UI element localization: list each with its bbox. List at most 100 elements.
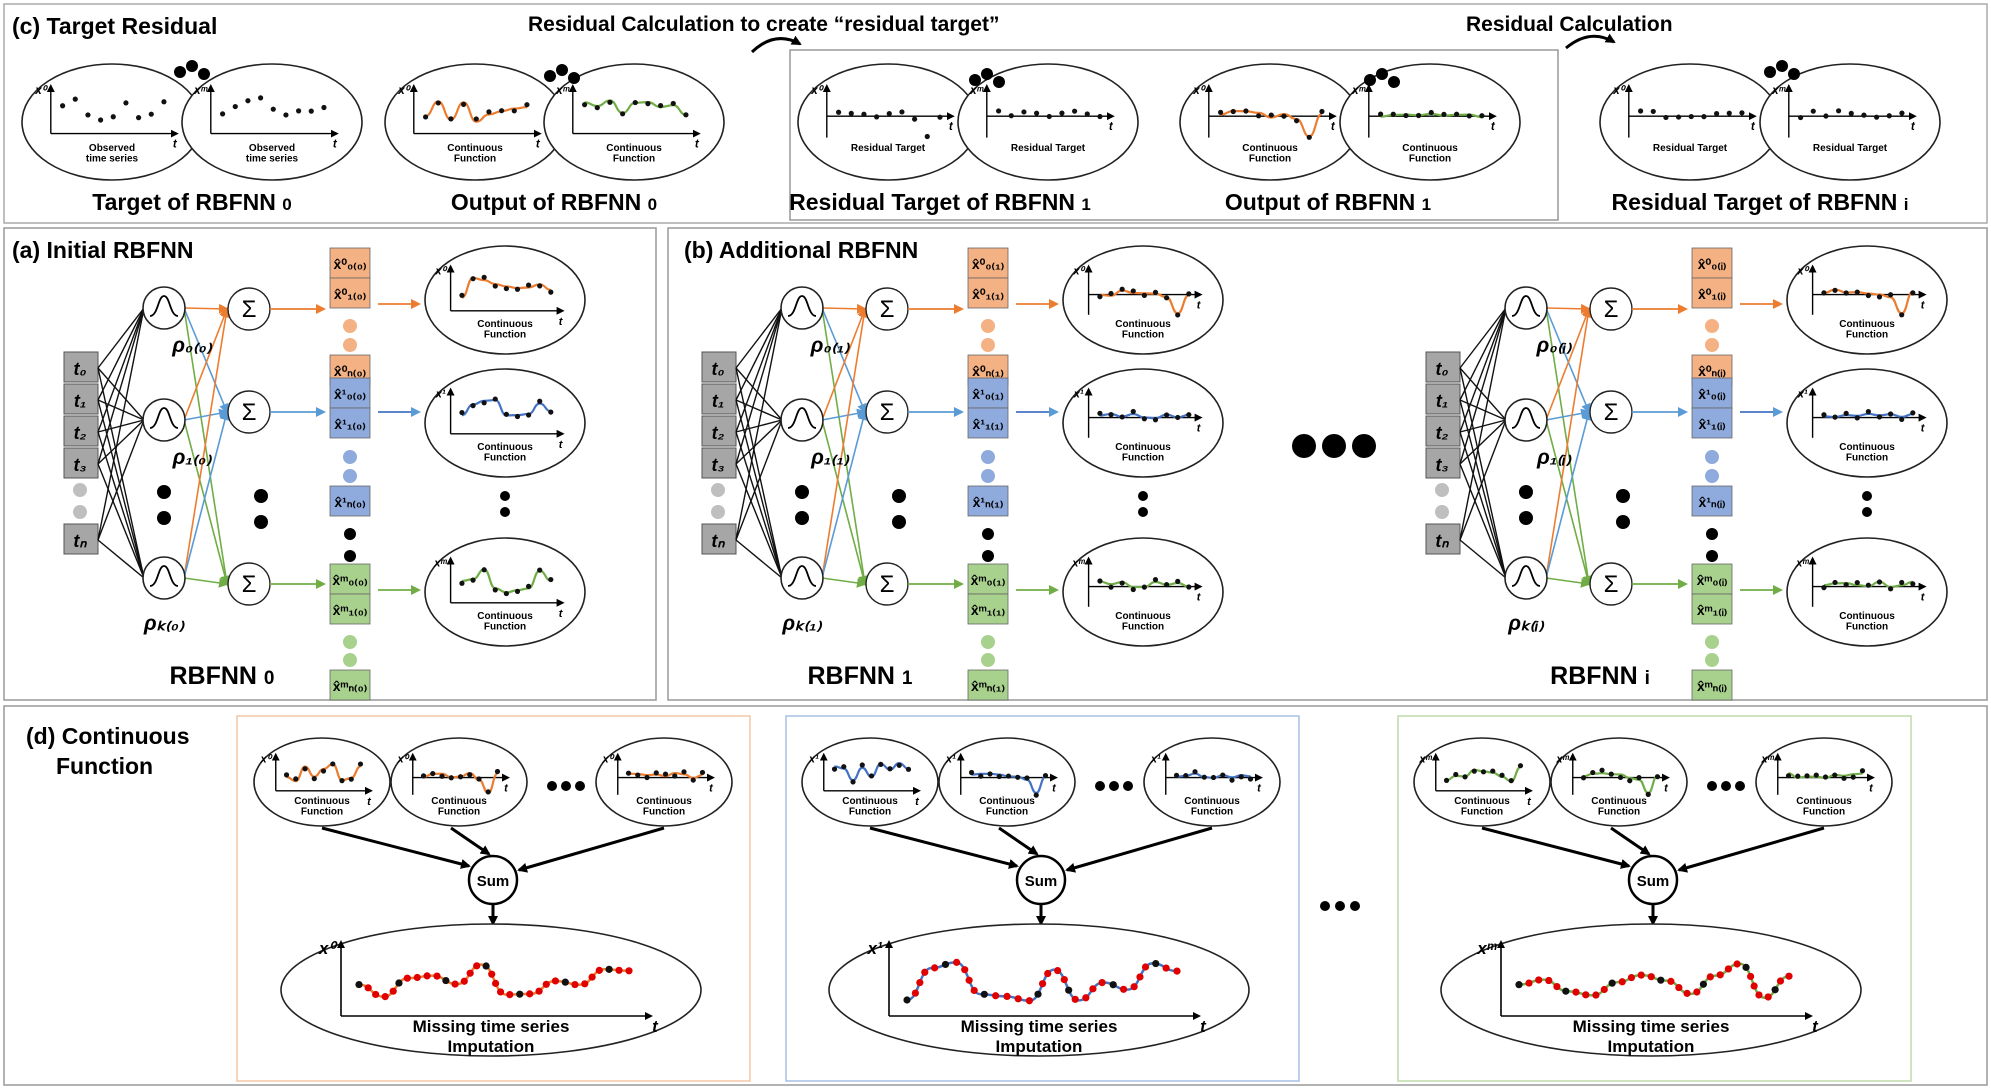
t-label: t bbox=[1812, 1017, 1819, 1036]
imputed-point bbox=[581, 980, 589, 988]
data-point bbox=[1210, 774, 1217, 781]
data-point bbox=[1638, 108, 1644, 114]
data-point bbox=[148, 111, 154, 117]
data-point bbox=[1654, 774, 1661, 780]
ellipsis-dot bbox=[547, 781, 557, 791]
t-label: t bbox=[695, 138, 700, 151]
ellipsis-dot bbox=[1335, 901, 1345, 911]
y-axis-label: xᵐ bbox=[433, 558, 447, 570]
data-point bbox=[98, 117, 104, 123]
input-edge bbox=[1459, 307, 1507, 401]
imputed-point bbox=[413, 973, 421, 982]
plot-caption: Continuous Function bbox=[1184, 796, 1240, 818]
data-point bbox=[1843, 582, 1849, 588]
ellipsis-dot bbox=[344, 550, 356, 562]
hidden-edge bbox=[821, 577, 867, 588]
imputed-point bbox=[1034, 990, 1042, 998]
imputed-point bbox=[605, 965, 613, 973]
t-label: t bbox=[949, 120, 954, 133]
y-axis-label: xᵐ bbox=[1351, 84, 1365, 97]
y-axis-label: xᵐ bbox=[1418, 754, 1432, 766]
data-point bbox=[1848, 110, 1854, 116]
data-point bbox=[968, 769, 975, 776]
t-label: t bbox=[1921, 300, 1926, 312]
data-point bbox=[1813, 772, 1819, 778]
y-axis-label: xᵐ bbox=[1476, 939, 1497, 958]
data-point bbox=[1243, 108, 1249, 114]
imputation-label-2: Imputation bbox=[448, 1037, 535, 1056]
panel-b-frame bbox=[667, 227, 1988, 701]
data-point bbox=[302, 766, 308, 772]
rbf-node bbox=[780, 398, 824, 442]
rbfnn-i-rbf-nodes: ρ₀₍ᵢ₎ ρ₁₍ᵢ₎ ρₖ₍ᵢ₎ bbox=[1504, 286, 1572, 635]
hidden-edge bbox=[821, 419, 868, 586]
data-point bbox=[896, 762, 902, 768]
imputed-point bbox=[460, 977, 468, 985]
data-point bbox=[1046, 113, 1052, 120]
imputed-point bbox=[364, 984, 372, 992]
output-label: x̂⁰₁₍₀₎ bbox=[334, 286, 366, 302]
panel-c-plot-1: xᵐ t Observed time series bbox=[181, 63, 363, 181]
data-point bbox=[1886, 113, 1892, 119]
imputed-point bbox=[1562, 987, 1570, 995]
data-point bbox=[1443, 777, 1450, 783]
ellipsis-dot bbox=[1862, 491, 1872, 501]
panel-c-middle-frame bbox=[789, 49, 1559, 221]
data-point bbox=[987, 771, 993, 777]
output-node bbox=[967, 277, 1009, 309]
data-point bbox=[1663, 114, 1669, 121]
data-point bbox=[1841, 775, 1847, 781]
ellipsis-dot bbox=[343, 319, 357, 333]
data-point bbox=[1850, 774, 1856, 780]
plot-caption: Continuous Function bbox=[1402, 143, 1458, 165]
rbfnn-0-outputs: x̂⁰₀₍₀₎ x̂⁰₁₍₀₎ x̂⁰ₙ₍₀₎ x̂¹₀₍₀₎ x̂¹₁₍₀₎ x̂¹ₙ₍… bbox=[270, 247, 510, 701]
input-label: t₃ bbox=[1436, 455, 1449, 475]
panel-d-blue-frame bbox=[785, 715, 1300, 1082]
data-point bbox=[473, 116, 479, 122]
data-point bbox=[996, 773, 1002, 780]
input-edge bbox=[97, 307, 145, 465]
data-point bbox=[1152, 417, 1159, 423]
y-axis-label: x⁰ bbox=[396, 754, 410, 766]
data-point bbox=[644, 774, 650, 781]
data-point bbox=[339, 778, 345, 784]
data-point bbox=[1416, 112, 1422, 119]
rbfnn-0-inputs: t₀ t₁ t₂ t₃ tₙ bbox=[63, 351, 99, 555]
imputed-point bbox=[1003, 992, 1011, 1000]
rbf-node bbox=[1504, 556, 1548, 600]
data-point bbox=[1580, 775, 1587, 781]
data-point bbox=[1097, 410, 1103, 416]
sum-symbol: Σ bbox=[1604, 399, 1619, 426]
more-dots-icon bbox=[1364, 68, 1400, 88]
data-point bbox=[874, 114, 880, 120]
data-point bbox=[658, 103, 664, 109]
hidden-edge bbox=[821, 307, 867, 414]
data-point bbox=[868, 773, 875, 779]
imputed-point bbox=[1553, 982, 1561, 991]
data-point bbox=[1033, 792, 1039, 798]
data-point bbox=[348, 776, 354, 782]
y-axis-label: x¹ bbox=[808, 754, 819, 766]
data-point bbox=[514, 588, 521, 594]
data-point bbox=[1220, 772, 1226, 778]
imputed-point bbox=[355, 980, 363, 989]
data-point bbox=[1230, 108, 1236, 115]
input-edge bbox=[1459, 307, 1507, 433]
sum-symbol: Σ bbox=[880, 296, 895, 323]
plot-caption: Continuous Function bbox=[1115, 611, 1171, 633]
data-point bbox=[1865, 292, 1871, 299]
imputed-point bbox=[1136, 973, 1144, 981]
ellipsis-dot bbox=[1350, 901, 1360, 911]
panel-d-green-frame bbox=[1397, 715, 1912, 1082]
rbf-node bbox=[1504, 286, 1548, 330]
ellipsis-dot bbox=[254, 515, 268, 529]
ellipsis-dot bbox=[1109, 781, 1119, 791]
data-point bbox=[72, 96, 78, 102]
rbfnn-1-label: RBFNN 1 bbox=[807, 662, 912, 690]
data-point bbox=[1865, 409, 1871, 415]
data-point bbox=[293, 776, 299, 782]
data-point bbox=[1130, 408, 1136, 415]
plot-ellipse bbox=[1759, 63, 1941, 181]
data-point bbox=[1714, 111, 1720, 117]
